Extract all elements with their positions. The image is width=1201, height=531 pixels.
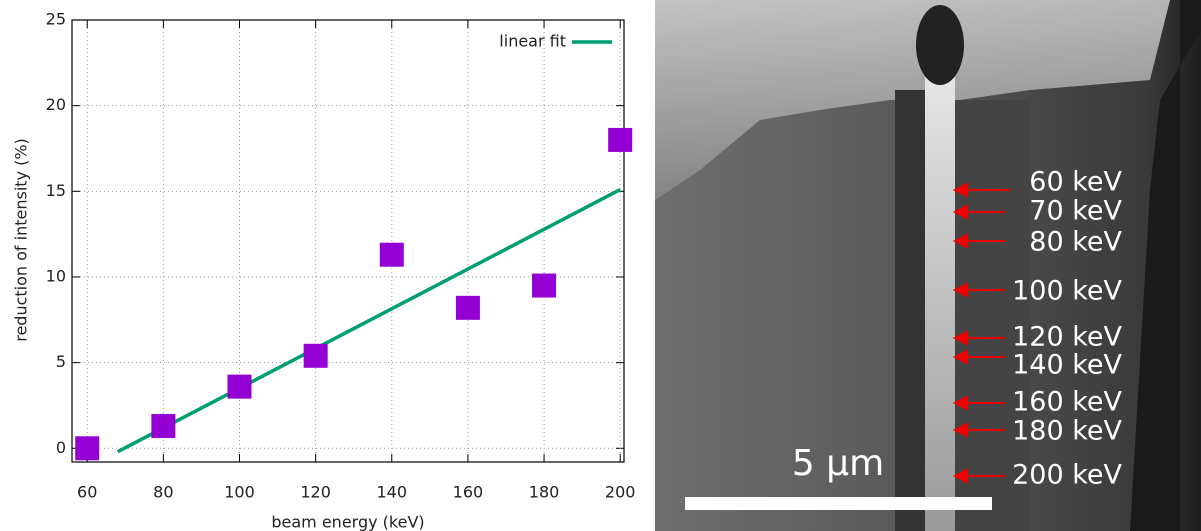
x-tick-label: 160	[453, 483, 484, 502]
energy-label: 200 keV	[1012, 460, 1122, 491]
micrograph: 60 keV 70 keV 80 keV 100 keV 120 keV 140…	[655, 0, 1201, 531]
arrow-head	[952, 395, 968, 411]
plot-frame	[71, 19, 625, 463]
arrow-head	[952, 468, 968, 484]
y-tick-label: 10	[46, 266, 66, 285]
y-tick-label: 0	[56, 438, 66, 457]
data-point	[151, 414, 176, 439]
arrow-head	[952, 282, 968, 298]
y-tick-label: 20	[46, 95, 66, 114]
data-point	[532, 273, 557, 298]
x-tick-label: 80	[153, 483, 173, 502]
data-point	[608, 127, 633, 152]
arrow-head	[952, 422, 968, 438]
arrows	[952, 182, 1010, 484]
y-tick-label: 5	[56, 352, 66, 371]
data-point	[379, 242, 404, 267]
image-notch	[916, 5, 964, 85]
x-tick-label: 100	[224, 483, 255, 502]
legend-label: linear fit	[499, 32, 566, 51]
energy-label: 100 keV	[1012, 276, 1122, 307]
x-tick-label: 60	[77, 483, 97, 502]
energy-label: 80 keV	[1029, 227, 1122, 258]
data-point	[227, 374, 252, 399]
y-axis-label: reduction of intensity (%)	[12, 138, 31, 342]
data-point	[303, 343, 328, 368]
data-point	[455, 295, 480, 320]
arrow-head	[952, 204, 968, 220]
x-tick-label: 120	[300, 483, 331, 502]
arrow-head	[952, 182, 968, 198]
energy-label: 180 keV	[1012, 416, 1122, 447]
x-tick-label: 140	[377, 483, 408, 502]
energy-label: 70 keV	[1029, 196, 1122, 227]
x-tick-label: 180	[529, 483, 560, 502]
y-tick-label: 15	[46, 181, 66, 200]
energy-label: 160 keV	[1012, 387, 1122, 418]
scale-bar-label: 5 µm	[792, 443, 884, 484]
image-stripe	[955, 100, 1030, 531]
scale-bar	[685, 497, 992, 510]
energy-label: 140 keV	[1012, 350, 1122, 381]
energy-label: 60 keV	[1029, 167, 1122, 198]
y-tick-label: 25	[46, 10, 66, 29]
arrow-head	[952, 330, 968, 346]
fit-line	[116, 188, 622, 454]
data-point	[75, 436, 100, 461]
chart: reduction of intensity (%) beam energy (…	[12, 10, 636, 531]
x-axis-label: beam energy (keV)	[271, 513, 424, 531]
image-edge	[655, 0, 1201, 531]
image-column	[925, 60, 955, 531]
arrow-head	[952, 233, 968, 249]
image-stripe	[895, 90, 925, 531]
arrow-head	[952, 349, 968, 365]
x-tick-label: 200	[605, 483, 636, 502]
energy-label: 120 keV	[1012, 322, 1122, 353]
